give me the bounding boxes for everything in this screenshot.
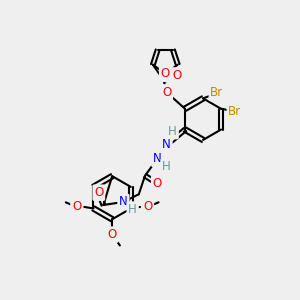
Text: O: O bbox=[143, 200, 152, 213]
Text: O: O bbox=[153, 177, 162, 190]
Text: O: O bbox=[94, 186, 104, 199]
Text: H: H bbox=[128, 203, 137, 216]
Text: N: N bbox=[162, 139, 171, 152]
Text: N: N bbox=[119, 195, 128, 208]
Text: O: O bbox=[72, 200, 81, 213]
Text: Br: Br bbox=[228, 105, 242, 118]
Text: H: H bbox=[162, 160, 171, 173]
Text: O: O bbox=[172, 69, 181, 82]
Text: O: O bbox=[107, 228, 117, 241]
Text: Br: Br bbox=[210, 86, 224, 100]
Text: O: O bbox=[161, 67, 170, 80]
Text: N: N bbox=[153, 152, 162, 165]
Text: O: O bbox=[162, 86, 171, 99]
Text: H: H bbox=[168, 124, 177, 138]
